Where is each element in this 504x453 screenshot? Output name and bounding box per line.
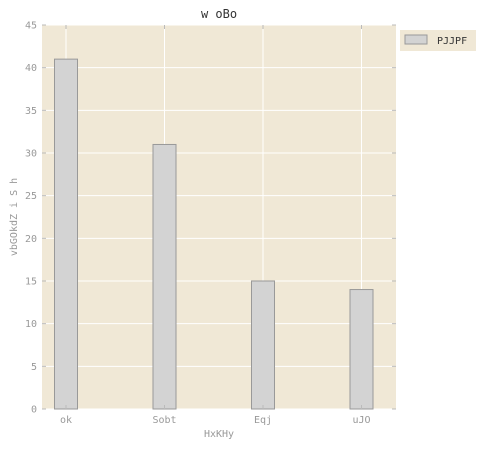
legend: PJJPF	[400, 30, 476, 51]
y-tick-label: 5	[31, 362, 37, 373]
y-tick-label: 15	[25, 277, 37, 288]
y-tick-label: 35	[25, 106, 37, 117]
plot-area	[42, 25, 396, 409]
x-tick-label: Sobt	[152, 415, 176, 426]
x-tick-label: Eqj	[254, 415, 272, 426]
chart-title: w oBo	[201, 7, 237, 21]
bar-ok	[54, 58, 78, 410]
y-tick-label: 45	[25, 21, 37, 32]
y-axis-label: vbGOkdZ i S h	[9, 178, 20, 256]
x-tick-label: ok	[60, 415, 72, 426]
y-tick-label: 10	[25, 319, 37, 330]
y-tick-label: 20	[25, 234, 37, 245]
y-tick-label: 0	[31, 405, 37, 416]
y-tick-label: 30	[25, 149, 37, 160]
legend-swatch	[404, 34, 428, 45]
bar-Sobt	[152, 143, 177, 410]
axes: 0 5 10 15 20 25 30 35 40 45 ok Sobt Eqj uJO	[25, 21, 396, 426]
legend-label: PJJPF	[437, 36, 467, 47]
x-tick-label: uJO	[352, 415, 370, 426]
bar-Eqj	[251, 280, 275, 410]
y-tick-label: 25	[25, 191, 37, 202]
x-axis-label: HxKHy	[204, 429, 234, 440]
y-tick-label: 40	[25, 63, 37, 74]
bar-uJO	[349, 289, 374, 410]
